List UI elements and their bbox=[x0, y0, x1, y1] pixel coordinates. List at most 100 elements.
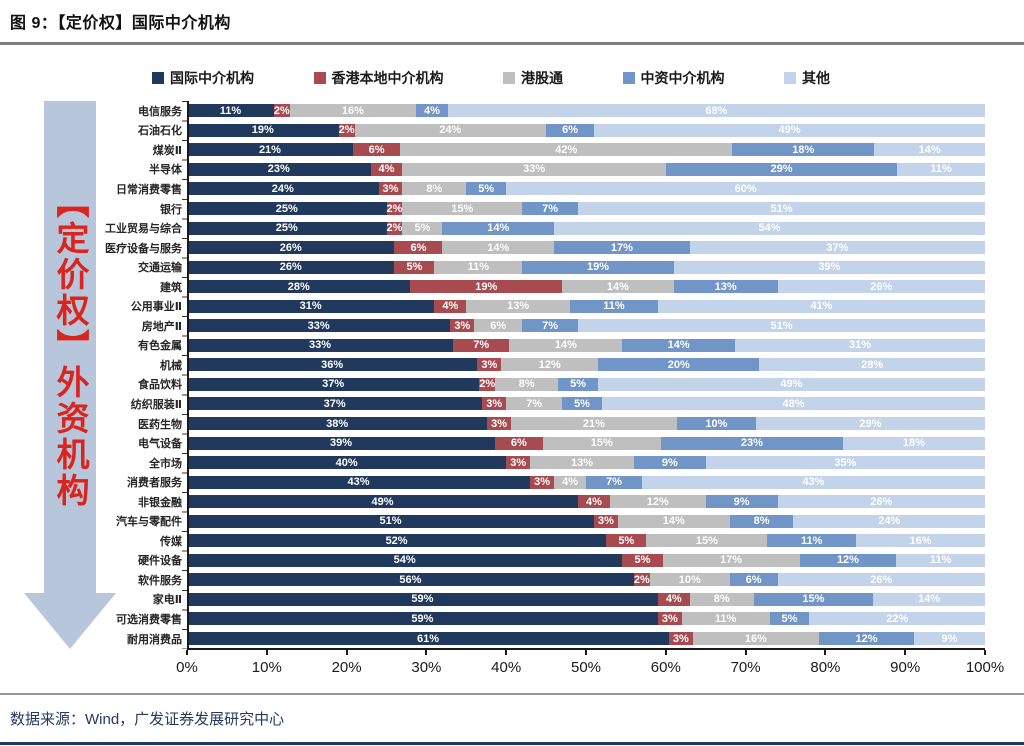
bar-segment-value: 12% bbox=[855, 632, 878, 645]
bar-segment: 37% bbox=[187, 377, 480, 391]
stacked-bar: 43% 3% 4% 7% 43% bbox=[187, 475, 985, 489]
bar-segment-value: 14% bbox=[554, 339, 577, 352]
bar-segment-value: 61% bbox=[416, 632, 439, 645]
bar-segment: 13% bbox=[466, 299, 571, 313]
bar-segment: 5% bbox=[606, 534, 647, 548]
category-label: 交通运输 bbox=[138, 262, 182, 275]
stacked-bar: 25% 2% 15% 7% 51% bbox=[187, 202, 985, 215]
bar-segment-value: 13% bbox=[714, 280, 737, 293]
bar-segment-value: 13% bbox=[507, 300, 530, 313]
x-axis-tick bbox=[744, 650, 747, 655]
bar-segment: 49% bbox=[187, 495, 579, 509]
bar-segment-value: 29% bbox=[770, 163, 793, 176]
bar-segment: 21% bbox=[510, 417, 677, 431]
category-label: 公用事业Ⅱ bbox=[130, 301, 182, 314]
bar-segment: 15% bbox=[646, 534, 768, 548]
category-label: 半导体 bbox=[149, 164, 182, 177]
bar-segment-value: 21% bbox=[258, 143, 281, 156]
bar-segment: 49% bbox=[597, 377, 985, 391]
bar-segment-value: 5% bbox=[570, 378, 587, 391]
bar-segment-value: 26% bbox=[870, 280, 893, 293]
bar-segment-value: 14% bbox=[606, 280, 629, 293]
x-axis-tick bbox=[265, 650, 268, 655]
bar-segment-value: 7% bbox=[473, 339, 490, 352]
bar-segment-value: 16% bbox=[341, 104, 364, 117]
bar-segment-value: 11% bbox=[467, 261, 489, 274]
category-label: 银行 bbox=[160, 203, 182, 216]
stacked-bar: 24% 3% 8% 5% 60% bbox=[187, 182, 985, 196]
bar-segment: 12% bbox=[799, 553, 897, 567]
legend-swatch-icon bbox=[152, 72, 164, 84]
bar-segment: 25% bbox=[187, 202, 387, 215]
bar-segment-value: 54% bbox=[393, 554, 416, 567]
bar-segment: 4% bbox=[416, 104, 448, 118]
bar-segment: 42% bbox=[400, 143, 733, 157]
bar-segment: 3% bbox=[657, 612, 682, 626]
x-axis-label: 70% bbox=[730, 659, 761, 676]
legend-item: 香港本地中介机构 bbox=[313, 68, 444, 88]
bar-segment: 19% bbox=[522, 260, 674, 274]
bar-segment-value: 8% bbox=[426, 182, 443, 195]
category-label: 工业贸易与综合 bbox=[105, 223, 182, 236]
category-label: 石油石化 bbox=[138, 125, 182, 138]
bar-segment: 3% bbox=[593, 514, 618, 528]
bar-segment-value: 24% bbox=[439, 124, 462, 137]
bar-segment: 4% bbox=[554, 475, 586, 489]
bar-segment-value: 26% bbox=[870, 573, 893, 586]
stacked-bar: 23% 4% 33% 29% 11% bbox=[187, 162, 986, 176]
y-axis-line bbox=[187, 101, 189, 650]
chart-area: 国际中介机构 香港本地中介机构 港股通 中资中介机构 其他 【定价权】外资机构 … bbox=[0, 45, 1024, 693]
bar-segment-value: 26% bbox=[870, 495, 893, 508]
bar-segment: 11% bbox=[681, 612, 770, 626]
category-label: 电信服务 bbox=[138, 105, 182, 118]
x-axis-tick bbox=[585, 650, 587, 655]
bar-segment-value: 5% bbox=[478, 182, 495, 195]
bar-segment-value: 2% bbox=[479, 378, 496, 391]
bar-segment-value: 12% bbox=[646, 495, 669, 508]
bar-segment: 24% bbox=[354, 123, 547, 137]
bar-segment: 43% bbox=[641, 475, 985, 489]
bar-segment-value: 19% bbox=[251, 124, 274, 137]
bar-segment: 2% bbox=[386, 202, 403, 215]
bar-segment: 8% bbox=[689, 592, 754, 606]
y-axis-ticks bbox=[182, 101, 187, 649]
x-axis-label: 60% bbox=[650, 659, 681, 676]
bar-row: 纺织服装Ⅱ 37% 3% 7% 5% 48% bbox=[20, 394, 986, 414]
x-axis-tick bbox=[664, 650, 667, 655]
bar-segment-value: 37% bbox=[323, 397, 346, 410]
bar-segment: 12% bbox=[819, 632, 914, 646]
bar-row: 银行 25% 2% 15% 7% 51% bbox=[20, 199, 985, 219]
bar-segment: 43% bbox=[187, 475, 531, 489]
bar-segment-value: 5% bbox=[406, 261, 423, 274]
bar-segment-value: 7% bbox=[605, 476, 622, 489]
bar-row: 交通运输 26% 5% 11% 19% 39% bbox=[20, 257, 986, 277]
bar-segment-value: 2% bbox=[386, 202, 403, 215]
stacked-bar: 37% 2% 8% 5% 49% bbox=[187, 377, 985, 391]
stacked-bar: 40% 3% 13% 9% 35% bbox=[187, 456, 985, 470]
bar-segment-value: 12% bbox=[836, 554, 859, 567]
bar-segment-value: 3% bbox=[486, 397, 503, 410]
bar-row: 家电Ⅱ 59% 4% 8% 15% 14% bbox=[20, 590, 985, 610]
category-label: 非银金融 bbox=[138, 496, 182, 509]
bar-segment: 56% bbox=[187, 573, 634, 587]
bar-segment: 14% bbox=[622, 338, 736, 352]
bar-segment: 9% bbox=[705, 495, 778, 509]
category-label: 纺织服装Ⅱ bbox=[130, 398, 182, 411]
x-axis-tick bbox=[824, 650, 827, 655]
legend-label: 中资中介机构 bbox=[640, 70, 725, 86]
category-label: 医疗设备与服务 bbox=[105, 242, 182, 255]
bar-segment: 3% bbox=[378, 182, 403, 196]
bar-segment: 12% bbox=[501, 358, 599, 372]
bar-row: 电信服务 11% 2% 16% 4% 68% bbox=[20, 101, 985, 121]
bar-segment-value: 3% bbox=[598, 515, 614, 528]
bar-segment-value: 11% bbox=[714, 612, 737, 625]
bar-segment: 26% bbox=[187, 260, 395, 274]
category-label: 传媒 bbox=[160, 535, 182, 548]
bar-segment: 54% bbox=[554, 221, 985, 235]
bar-segment: 37% bbox=[187, 397, 483, 411]
x-axis-label: 50% bbox=[570, 659, 602, 676]
bar-segment-value: 21% bbox=[582, 417, 605, 430]
bar-segment-value: 4% bbox=[378, 163, 395, 176]
bar-row: 煤炭Ⅱ 21% 6% 42% 18% 14% bbox=[20, 140, 985, 160]
bar-segment-value: 25% bbox=[275, 222, 298, 235]
